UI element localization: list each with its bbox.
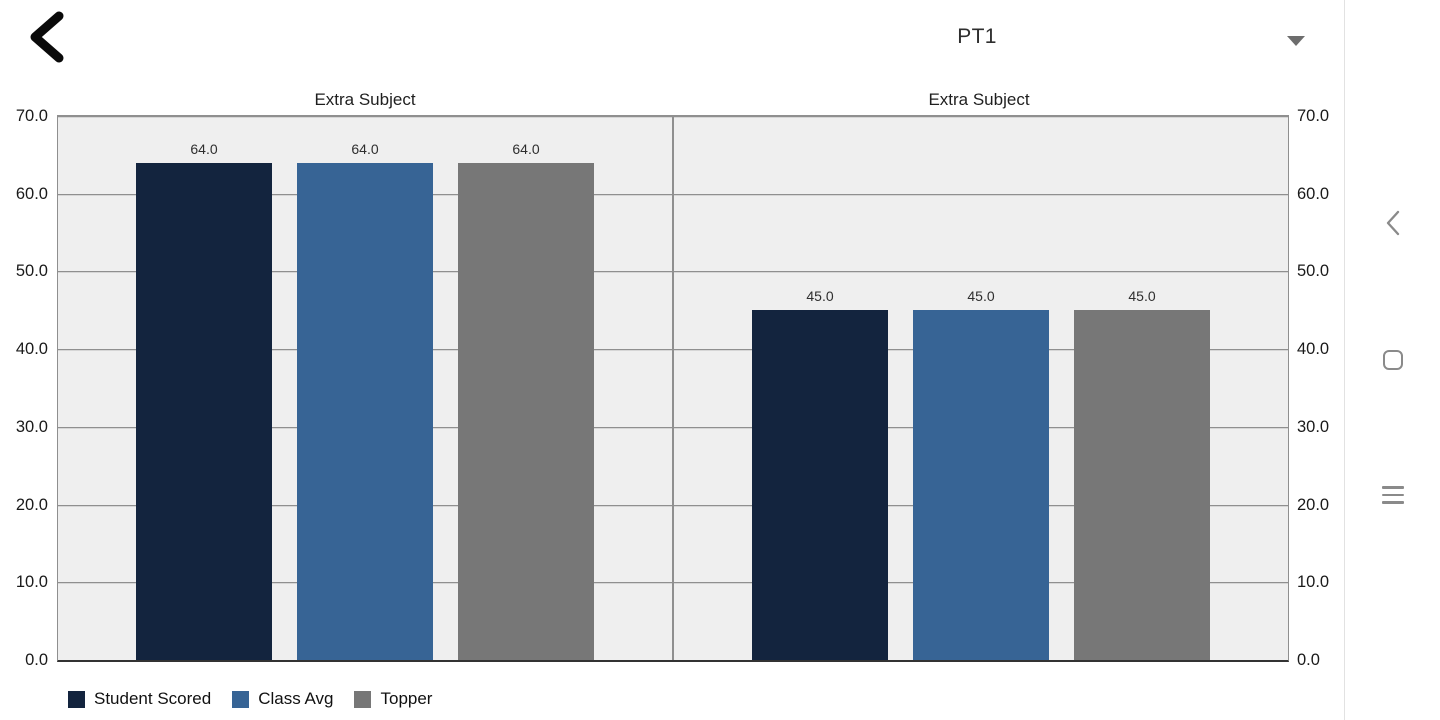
gridline [674, 193, 1288, 196]
nav-home-button[interactable] [1345, 332, 1440, 388]
y-axis-tick-label: 0.0 [25, 651, 48, 669]
exam-term-dropdown[interactable]: PT1 [957, 25, 997, 48]
navbar-divider [1344, 0, 1345, 720]
y-axis-tick-label: 70.0 [15, 107, 48, 125]
bar-value-label: 45.0 [806, 288, 834, 305]
y-axis-tick-label: 60.0 [15, 184, 48, 203]
gridline [58, 116, 672, 118]
legend-label: Student Scored [94, 689, 212, 708]
bar-value-label: 64.0 [190, 140, 218, 157]
bar-value-label: 45.0 [1128, 288, 1156, 305]
dropdown-caret-icon[interactable] [1287, 36, 1305, 46]
y-axis-tick-label: 40.0 [1297, 340, 1330, 359]
y-axis-tick-label: 50.0 [1297, 262, 1330, 281]
y-axis-tick-label: 30.0 [1297, 417, 1330, 436]
back-icon [26, 11, 68, 66]
chart-legend: Student Scored Class Avg Topper [68, 689, 432, 709]
legend-item-class-avg: Class Avg [232, 689, 333, 709]
chart-title-right: Extra Subject [928, 90, 1030, 109]
gridline [674, 116, 1288, 118]
bar-topper [1074, 310, 1210, 660]
gridline [674, 271, 1288, 274]
legend-label: Topper [380, 689, 433, 708]
legend-swatch [232, 690, 250, 708]
legend-swatch [354, 690, 372, 708]
bar-class-avg [297, 162, 433, 660]
y-axis-tick-label: 20.0 [1297, 495, 1330, 514]
bar-student-scored [752, 310, 888, 660]
nav-back-button[interactable] [1345, 196, 1440, 252]
nav-home-icon [1382, 350, 1403, 370]
bar-class-avg [913, 310, 1049, 660]
bar-topper [458, 162, 594, 660]
y-axis-tick-label: 0.0 [1297, 651, 1320, 669]
y-axis-tick-label: 50.0 [15, 262, 48, 281]
legend-swatch [68, 690, 85, 708]
y-axis-tick-label: 10.0 [15, 573, 48, 592]
y-axis-tick-label: 20.0 [15, 495, 48, 514]
nav-recents-icon [1381, 486, 1404, 504]
chart-title-left: Extra Subject [314, 90, 416, 109]
y-axis-tick-label: 30.0 [15, 417, 48, 436]
legend-item-student-scored: Student Scored [68, 689, 211, 709]
y-axis-tick-label: 70.0 [1297, 107, 1330, 125]
y-axis-tick-label: 10.0 [1297, 573, 1330, 592]
legend-label: Class Avg [258, 689, 334, 708]
legend-item-topper: Topper [354, 689, 432, 709]
nav-back-icon [1385, 209, 1401, 240]
bar-value-label: 45.0 [967, 288, 995, 305]
system-navbar [1345, 0, 1440, 720]
bar-value-label: 64.0 [351, 140, 379, 157]
chart-panel-1: 45.0 45.0 45.0 [673, 116, 1288, 660]
bar-student-scored [136, 162, 272, 660]
y-axis-tick-label: 40.0 [15, 340, 48, 359]
chart-panel-0: 64.0 64.0 64.0 [58, 116, 673, 660]
back-button[interactable] [22, 10, 72, 66]
nav-recents-button[interactable] [1345, 467, 1440, 523]
bar-chart-plot-area: 64.0 64.0 64.0 45.0 45.0 45.0 [57, 115, 1289, 662]
bar-value-label: 64.0 [512, 140, 540, 157]
y-axis-tick-label: 60.0 [1297, 184, 1330, 203]
